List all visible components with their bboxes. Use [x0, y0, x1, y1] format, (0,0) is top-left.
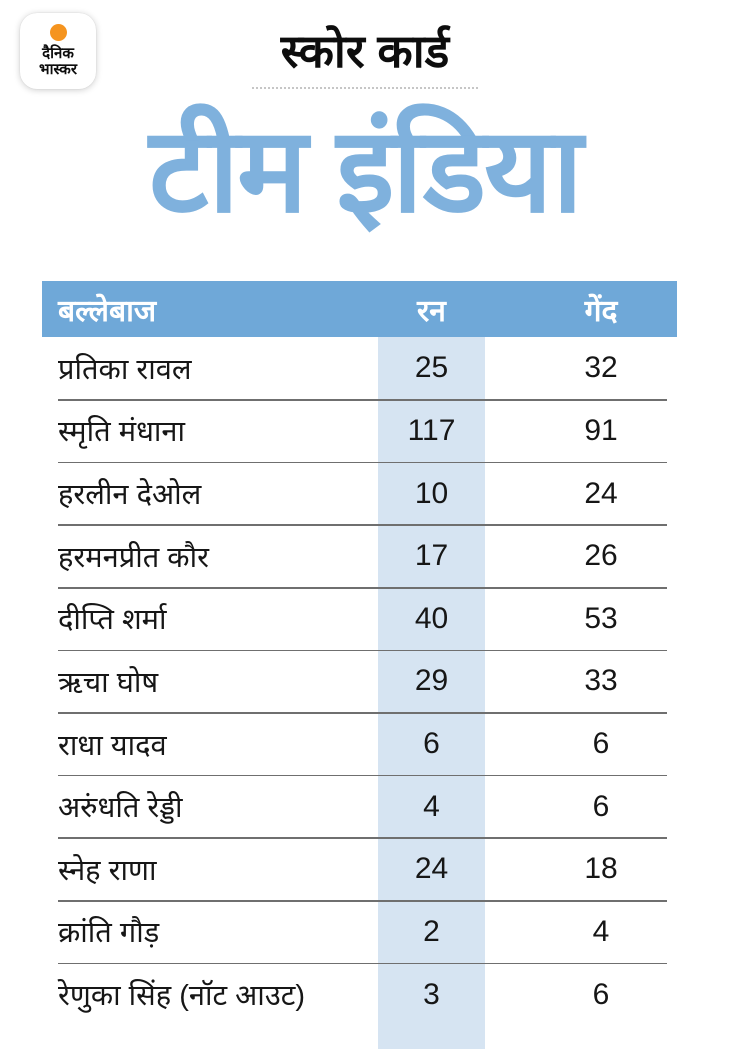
balls-value: 6 [592, 789, 610, 823]
runs-value: 117 [407, 413, 456, 447]
sun-dot-icon [49, 23, 67, 41]
batter-name: हरमनप्रीत कौर [58, 541, 209, 574]
runs-value: 10 [414, 476, 449, 510]
logo-text: दैनिक भास्कर [39, 44, 77, 78]
scorecard-kicker: स्कोर कार्ड [280, 25, 450, 77]
table-row: दीप्ति शर्मा 40 53 [42, 588, 677, 651]
batter-name: प्रतिका रावल [58, 353, 192, 386]
runs-value: 25 [414, 351, 449, 385]
table-row: रेणुका सिंह (नॉट आउट) 3 6 [42, 963, 677, 1026]
table-row: क्रांति गौड़ 2 4 [42, 901, 677, 964]
balls-value: 4 [592, 914, 610, 948]
score-table: बल्लेबाज रन गेंद प्रतिका रावल 25 32 स्मृति … [42, 281, 677, 1026]
team-title: टीम इंडिया [148, 105, 583, 237]
batter-name: दीप्ति शर्मा [58, 604, 167, 637]
runs-value: 17 [414, 539, 449, 573]
batter-name: हरलीन देओल [58, 479, 202, 512]
runs-value: 6 [423, 727, 440, 761]
table-row: स्मृति मंधाना 117 91 [42, 400, 677, 463]
balls-value: 24 [584, 476, 618, 510]
score-table-body: प्रतिका रावल 25 32 स्मृति मंधाना 117 91 हरलीन … [42, 337, 677, 1026]
table-row: हरलीन देओल 10 24 [42, 462, 677, 526]
balls-value: 26 [584, 539, 618, 573]
logo-text-line2: भास्कर [39, 61, 77, 78]
balls-value: 32 [584, 351, 618, 385]
column-header-batter: बल्लेबाज [58, 294, 157, 328]
column-header-runs: रन [417, 294, 446, 328]
table-row: प्रतिका रावल 25 32 [42, 337, 677, 401]
table-header: बल्लेबाज रन गेंद [42, 281, 677, 337]
logo-text-line1: दैनिक [42, 44, 74, 62]
batter-name: अरुंधति रेड्डी [58, 792, 183, 825]
runs-value: 4 [423, 789, 440, 823]
run-column-highlight [378, 337, 485, 1049]
table-row: अरुंधति रेड्डी 4 6 [42, 775, 677, 839]
balls-value: 91 [584, 413, 618, 447]
batter-name: ऋचा घोष [58, 666, 159, 699]
runs-value: 3 [423, 977, 440, 1011]
runs-value: 24 [414, 852, 449, 886]
runs-value: 40 [414, 601, 449, 635]
kicker-dotted-underline [252, 87, 478, 89]
balls-value: 6 [592, 977, 610, 1011]
runs-value: 29 [414, 664, 449, 698]
batter-name: स्नेह राणा [58, 854, 157, 887]
dainik-bhaskar-logo: दैनिक भास्कर [20, 13, 96, 89]
table-row: राधा यादव 6 6 [42, 713, 677, 776]
table-row: स्नेह राणा 24 18 [42, 838, 677, 902]
batter-name: क्रांति गौड़ [58, 917, 160, 950]
table-row: हरमनप्रीत कौर 17 26 [42, 525, 677, 589]
table-row: ऋचा घोष 29 33 [42, 650, 677, 714]
balls-value: 53 [584, 601, 618, 635]
batter-name: स्मृति मंधाना [58, 416, 186, 449]
balls-value: 18 [584, 852, 618, 886]
balls-value: 6 [592, 727, 610, 761]
column-header-balls: गेंद [584, 294, 618, 328]
batter-name: रेणुका सिंह (नॉट आउट) [58, 980, 305, 1013]
runs-value: 2 [423, 914, 440, 948]
balls-value: 33 [584, 664, 618, 698]
batter-name: राधा यादव [58, 729, 167, 762]
